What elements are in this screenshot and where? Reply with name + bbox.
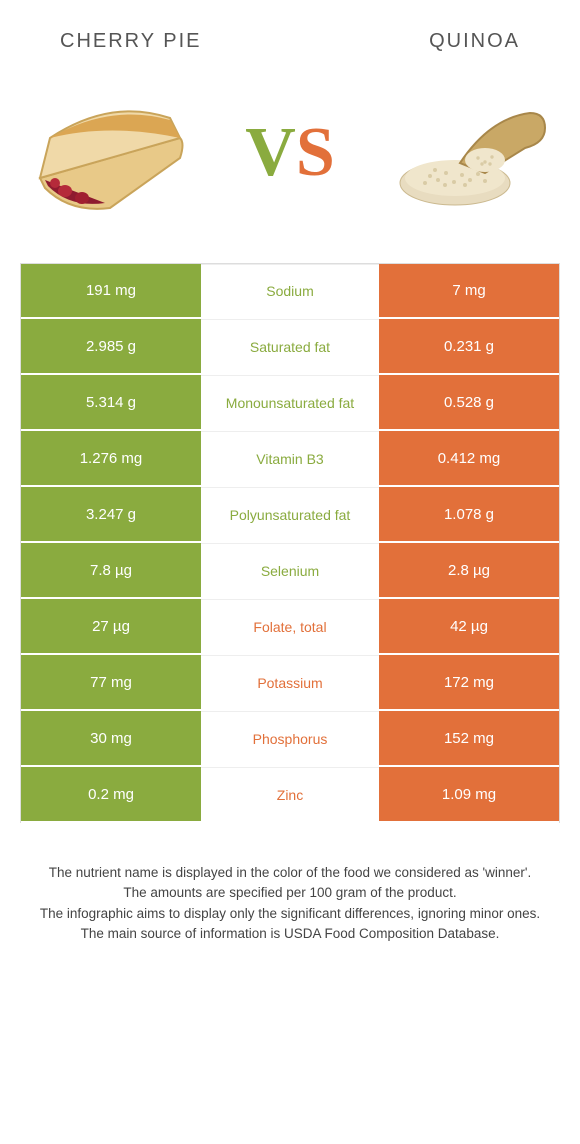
left-value-cell: 191 mg [21, 264, 201, 317]
right-value-cell: 0.231 g [379, 319, 559, 373]
right-value-cell: 42 µg [379, 599, 559, 653]
header: CHERRY PIE QUINOA [0, 0, 580, 63]
table-row: 0.2 mgZinc1.09 mg [21, 767, 559, 823]
left-value-cell: 1.276 mg [21, 431, 201, 485]
cherry-pie-image [30, 83, 190, 223]
right-value-cell: 7 mg [379, 264, 559, 317]
left-value-cell: 0.2 mg [21, 767, 201, 821]
nutrient-label: Potassium [201, 655, 379, 709]
table-row: 191 mgSodium7 mg [21, 263, 559, 319]
right-value-cell: 2.8 µg [379, 543, 559, 597]
table-row: 5.314 gMonounsaturated fat0.528 g [21, 375, 559, 431]
nutrient-table: 191 mgSodium7 mg2.985 gSaturated fat0.23… [20, 263, 560, 823]
left-value-cell: 3.247 g [21, 487, 201, 541]
table-row: 30 mgPhosphorus152 mg [21, 711, 559, 767]
right-value-cell: 1.078 g [379, 487, 559, 541]
footnote-line: The infographic aims to display only the… [30, 904, 550, 924]
nutrient-label: Selenium [201, 543, 379, 597]
vs-label: VS [245, 113, 335, 193]
table-row: 7.8 µgSelenium2.8 µg [21, 543, 559, 599]
nutrient-label: Saturated fat [201, 319, 379, 373]
vs-s: S [296, 114, 335, 191]
table-row: 77 mgPotassium172 mg [21, 655, 559, 711]
table-row: 2.985 gSaturated fat0.231 g [21, 319, 559, 375]
table-row: 1.276 mgVitamin B30.412 mg [21, 431, 559, 487]
nutrient-label: Monounsaturated fat [201, 375, 379, 429]
right-value-cell: 0.528 g [379, 375, 559, 429]
left-value-cell: 27 µg [21, 599, 201, 653]
left-value-cell: 30 mg [21, 711, 201, 765]
nutrient-label: Sodium [201, 264, 379, 317]
nutrient-label: Phosphorus [201, 711, 379, 765]
left-value-cell: 2.985 g [21, 319, 201, 373]
hero-row: VS [0, 63, 580, 263]
left-value-cell: 5.314 g [21, 375, 201, 429]
vs-v: V [245, 114, 296, 191]
nutrient-label: Vitamin B3 [201, 431, 379, 485]
footnote: The nutrient name is displayed in the co… [30, 863, 550, 944]
left-value-cell: 7.8 µg [21, 543, 201, 597]
right-value-cell: 1.09 mg [379, 767, 559, 821]
right-food-title: QUINOA [429, 30, 520, 53]
nutrient-label: Polyunsaturated fat [201, 487, 379, 541]
left-value-cell: 77 mg [21, 655, 201, 709]
table-row: 3.247 gPolyunsaturated fat1.078 g [21, 487, 559, 543]
footnote-line: The nutrient name is displayed in the co… [30, 863, 550, 883]
footnote-line: The main source of information is USDA F… [30, 924, 550, 944]
footnote-line: The amounts are specified per 100 gram o… [30, 883, 550, 903]
nutrient-label: Zinc [201, 767, 379, 821]
nutrient-label: Folate, total [201, 599, 379, 653]
right-value-cell: 0.412 mg [379, 431, 559, 485]
quinoa-image [390, 83, 550, 223]
left-food-title: CHERRY PIE [60, 30, 202, 53]
right-value-cell: 152 mg [379, 711, 559, 765]
right-value-cell: 172 mg [379, 655, 559, 709]
table-row: 27 µgFolate, total42 µg [21, 599, 559, 655]
